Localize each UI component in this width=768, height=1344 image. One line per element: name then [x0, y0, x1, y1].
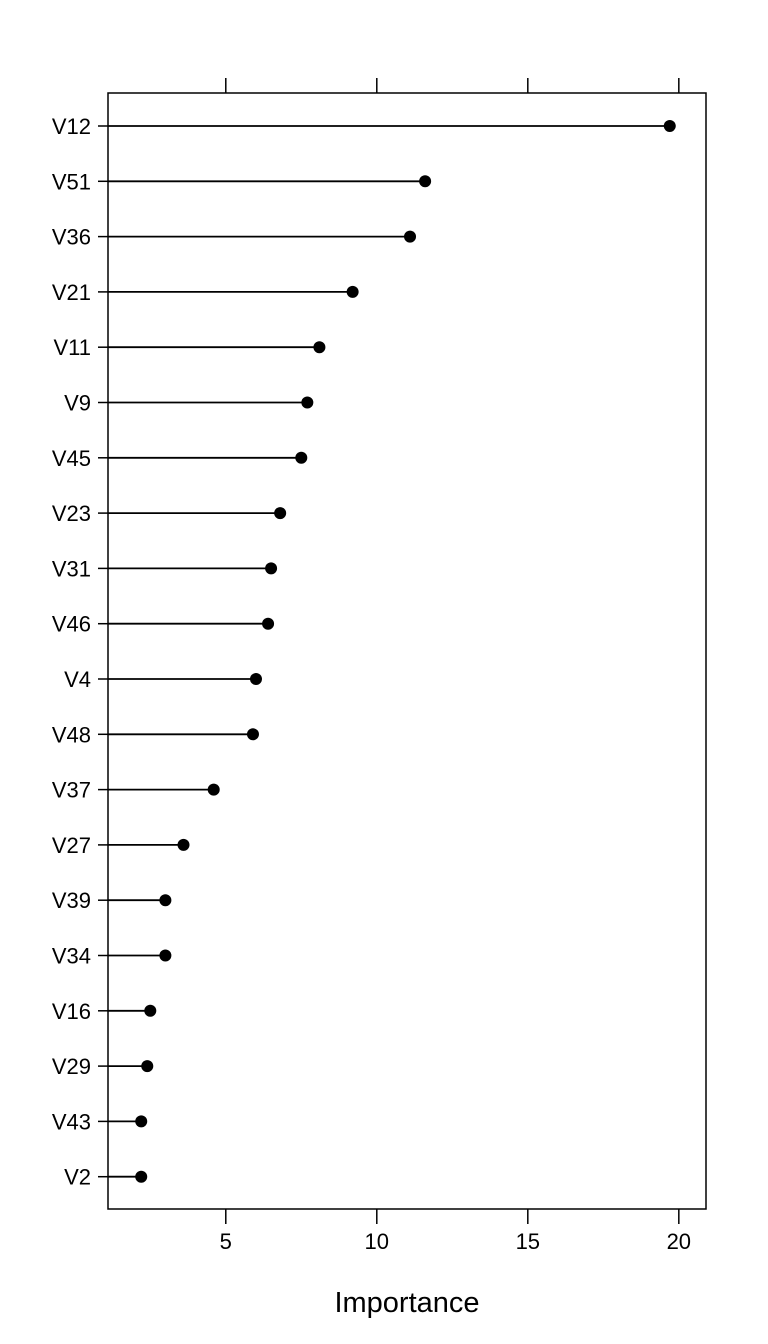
lollipop-point — [346, 285, 359, 298]
lollipop-point — [663, 120, 676, 132]
lollipop-point — [159, 894, 172, 907]
x-tick-label: 20 — [667, 1229, 691, 1254]
category-label: V16 — [52, 999, 91, 1024]
lollipop-point — [159, 949, 172, 962]
category-label: V2 — [64, 1165, 91, 1190]
category-label: V29 — [52, 1054, 91, 1079]
chart-marks: 5 10 15 20 V12 V51 V36 V21 V11 V9 V45 V23 V31 V46 V4 V4… — [52, 78, 691, 1254]
lollipop-point — [249, 673, 262, 685]
category-label: V48 — [52, 722, 91, 747]
lollipop-point — [135, 1115, 148, 1128]
category-label: V36 — [52, 225, 91, 250]
x-tick-label: 15 — [516, 1229, 540, 1254]
category-label: V4 — [64, 667, 91, 692]
lollipop-point — [144, 1004, 157, 1017]
lollipop-point — [301, 396, 314, 409]
x-axis-title: Importance — [334, 1287, 479, 1319]
lollipop-point — [246, 728, 259, 741]
lollipop-point — [404, 230, 417, 243]
category-label: V43 — [52, 1109, 91, 1134]
lollipop-point — [262, 617, 275, 630]
lollipop-point — [274, 507, 287, 520]
lollipop-point — [135, 1170, 148, 1183]
plot-frame — [107, 92, 707, 1210]
lollipop-point — [207, 783, 220, 796]
lollipop-point — [265, 562, 278, 575]
category-label: V45 — [52, 446, 91, 471]
category-label: V34 — [52, 944, 91, 969]
category-label: V11 — [53, 335, 91, 360]
category-label: V27 — [52, 833, 91, 858]
category-label: V51 — [52, 169, 91, 194]
lollipop-point — [295, 451, 308, 464]
category-label: V12 — [52, 114, 91, 139]
category-label: V21 — [52, 280, 91, 305]
x-tick-label: 5 — [220, 1229, 232, 1254]
x-tick-label: 10 — [365, 1229, 389, 1254]
lollipop-point — [419, 175, 432, 188]
category-label: V46 — [52, 612, 91, 637]
category-label: V37 — [52, 778, 91, 803]
category-label: V23 — [52, 501, 91, 526]
lollipop-point — [177, 838, 190, 851]
category-label: V39 — [52, 888, 91, 913]
category-label: V9 — [64, 391, 91, 416]
lollipop-point — [313, 341, 326, 354]
category-label: V31 — [52, 556, 91, 581]
lollipop-point — [141, 1060, 154, 1073]
